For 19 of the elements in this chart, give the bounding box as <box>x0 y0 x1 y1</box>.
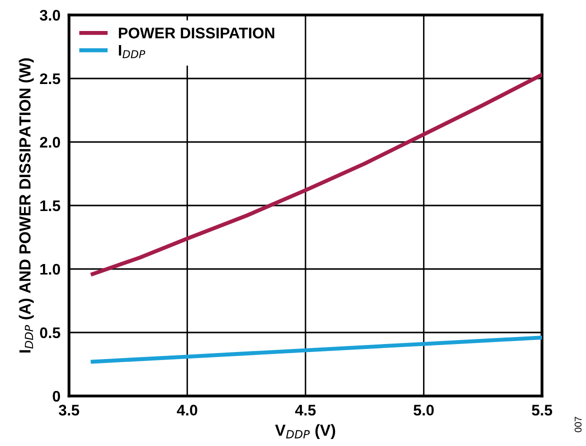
text: 007 <box>574 416 582 432</box>
line-series <box>90 336 542 364</box>
legend-label: POWER DISSIPATION <box>118 28 274 38</box>
y-tick-label: 0.5 <box>40 327 60 338</box>
x-axis-title: V$_{DDP}$ (V) <box>275 424 336 440</box>
x-tick-label: 3.5 <box>58 404 80 416</box>
y-tick-label: 2.5 <box>40 73 60 84</box>
x-tick-label: 4.0 <box>176 404 198 416</box>
y-tick-label: 3.0 <box>40 10 60 21</box>
y-tick-label: 0 <box>52 390 60 402</box>
y-tick-label: 2.0 <box>40 136 60 148</box>
y-tick-label: 1.0 <box>40 264 60 275</box>
y-tick-label: 1.5 <box>40 200 60 212</box>
legend-label: I$_{DDP}$ <box>118 45 146 58</box>
x-tick-label: 5.0 <box>414 404 434 416</box>
x-tick-label: 5.5 <box>532 404 552 416</box>
line-series <box>90 72 542 276</box>
y-axis-title: I$_{DDP}$ (A) AND POWER DISSIPATION (W) <box>18 58 34 352</box>
x-tick-label: 4.5 <box>295 404 316 416</box>
